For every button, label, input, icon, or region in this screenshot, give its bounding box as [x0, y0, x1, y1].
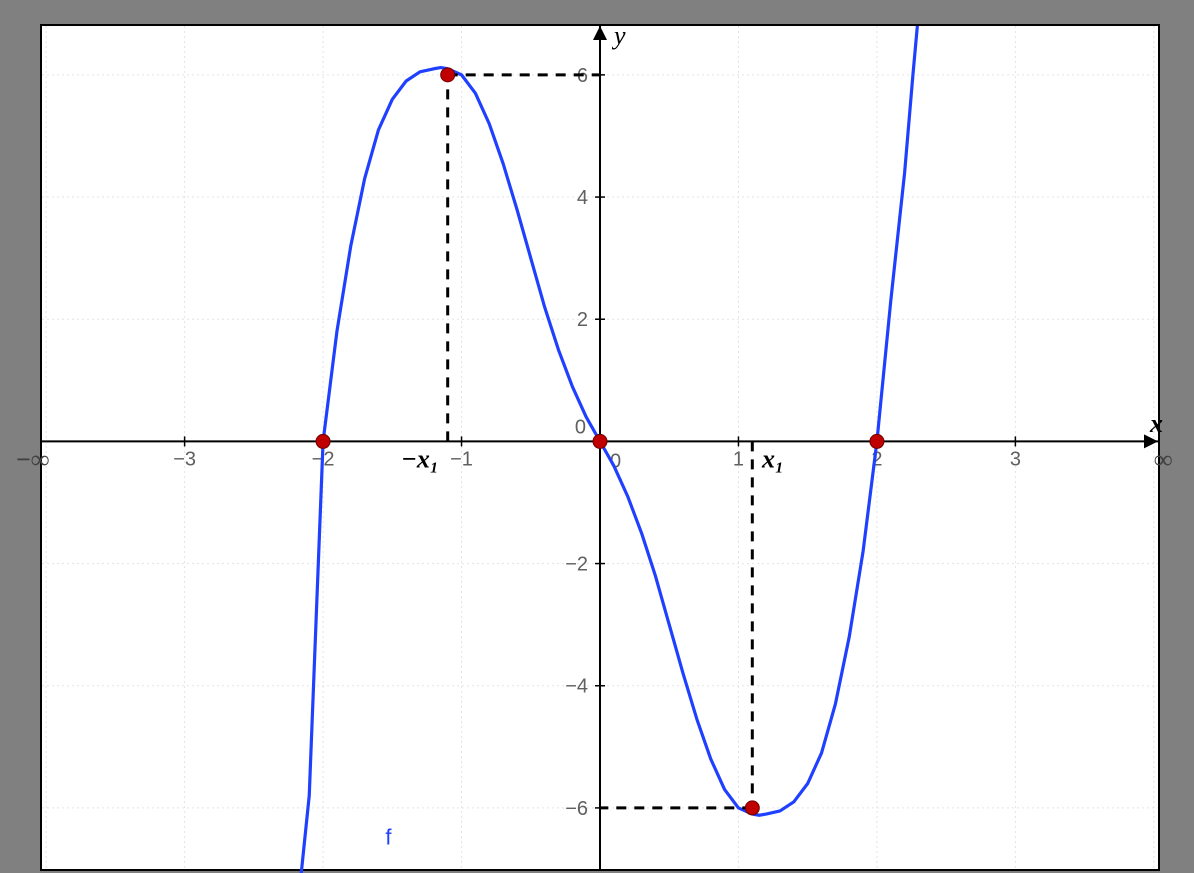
neg-infinity-label: −∞ — [16, 445, 49, 475]
marker-root-neg2 — [316, 434, 330, 448]
marker-local-max — [441, 68, 455, 82]
y-tick-label: 4 — [577, 187, 588, 209]
marker-local-min — [745, 801, 759, 815]
marker-root-0 — [593, 434, 607, 448]
curve-f — [268, 26, 922, 873]
plot-area: −3−2−112300−6−4−2246y−x₁x₁f — [40, 24, 1160, 871]
origin-label-upper: 0 — [575, 416, 586, 438]
marker-root-pos2 — [870, 434, 884, 448]
x-tick-label: 3 — [1010, 448, 1021, 470]
y-axis-label: y — [611, 26, 626, 50]
y-tick-label: −4 — [565, 676, 588, 698]
x-tick-label: 1 — [733, 448, 744, 470]
extra-x-label: x₁ — [761, 444, 784, 473]
pos-infinity-label: ∞ — [1154, 445, 1173, 475]
curve-label: f — [385, 825, 392, 850]
y-tick-label: −6 — [565, 798, 588, 820]
y-tick-label: −2 — [565, 554, 588, 576]
x-tick-label: −1 — [450, 448, 473, 470]
x-axis-label: x — [1150, 409, 1163, 439]
extra-x-label: −x₁ — [401, 444, 439, 473]
y-tick-label: 2 — [577, 309, 588, 331]
x-tick-label: −3 — [173, 448, 196, 470]
